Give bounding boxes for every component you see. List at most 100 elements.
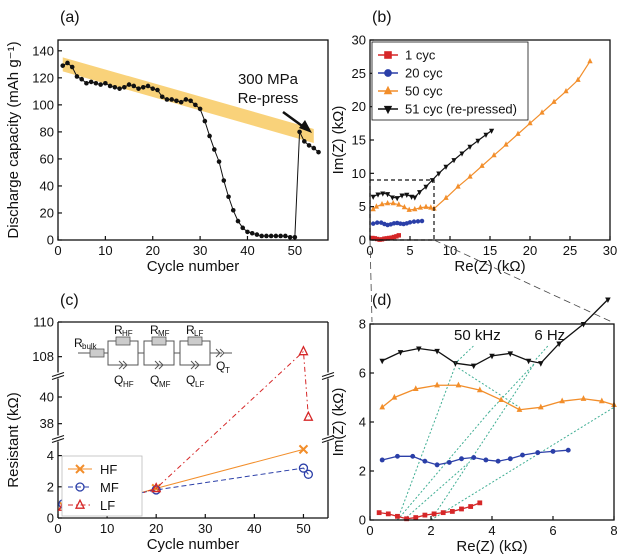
- panel-c: (c) 0 2 4 38 40 108 110 0 10 20 30 40 50 Cycle number R…: [5, 292, 335, 553]
- axis-break-mark: [321, 435, 335, 440]
- y-tick-label: 30: [352, 33, 366, 48]
- series-point-0: [468, 504, 474, 509]
- x-tick-label: 10: [443, 243, 457, 258]
- legend-swatch-marker: [383, 105, 393, 115]
- series-point-3: [375, 192, 381, 198]
- series-point-3: [436, 171, 442, 177]
- series-point-3: [423, 184, 429, 190]
- x-tick-label: 50: [296, 521, 310, 536]
- series-point-0: [395, 513, 400, 519]
- series-point-3: [525, 358, 532, 365]
- capacity-point: [155, 87, 160, 93]
- y-tick-label: 0: [359, 513, 366, 528]
- legend-frame: [61, 455, 143, 517]
- axis-break-mark: [51, 438, 65, 443]
- series-point-1: [565, 447, 571, 453]
- series-point-3: [489, 353, 495, 360]
- y-tick-label: 38: [40, 416, 54, 431]
- resistor-r_mf: [151, 336, 167, 346]
- capacity-point: [221, 178, 227, 183]
- y-axis-label: Discharge capacity (mAh g⁻¹): [5, 41, 22, 238]
- series-point-0: [477, 500, 483, 506]
- axis-break-gap: [322, 435, 334, 442]
- series-point-0: [385, 511, 391, 517]
- y-tick-label: 80: [40, 124, 54, 139]
- capacity-point: [65, 60, 70, 66]
- annotation-arrow-head: [299, 120, 312, 133]
- capacity-point: [316, 149, 321, 155]
- series-point-1: [298, 463, 309, 473]
- axes-frame-d: [369, 323, 615, 521]
- series-point-3: [556, 341, 562, 348]
- series-point-3: [470, 363, 477, 370]
- series-point-3: [412, 195, 418, 201]
- series-point-1: [459, 456, 464, 462]
- series-point-1: [370, 221, 376, 226]
- guide-line: [397, 411, 490, 521]
- series-point-3: [394, 196, 400, 202]
- x-tick-label: 40: [247, 521, 261, 536]
- guide-line: [488, 362, 536, 413]
- x-tick-label: 20: [523, 243, 537, 258]
- series-point-2: [151, 482, 162, 493]
- series-point-1: [471, 455, 477, 460]
- annotation-pointer: [455, 345, 474, 364]
- label-q_mf-sub: MF: [159, 380, 171, 389]
- y-tick-label: 120: [32, 70, 54, 85]
- annotation-line-1: 300 MPa: [238, 71, 299, 88]
- y-tick-label: 100: [32, 97, 54, 112]
- series-point-2: [580, 395, 587, 401]
- series-point-1: [495, 458, 501, 464]
- series-point-0: [459, 506, 464, 512]
- series-point-1: [419, 218, 425, 224]
- x-tick-label: 40: [240, 243, 254, 258]
- x-tick-label: 0: [366, 523, 373, 538]
- legend: HF MF LF: [61, 455, 143, 517]
- series-point-3: [385, 192, 391, 198]
- annotation-6hz: 6 Hz: [534, 327, 565, 344]
- series-point-2: [412, 385, 419, 392]
- series-point-2: [476, 386, 483, 393]
- capacity-point: [193, 102, 198, 108]
- capacity-point: [240, 225, 246, 231]
- capacity-point: [202, 118, 208, 124]
- axes-frame-a: [57, 39, 329, 241]
- axis-break-mark: [321, 375, 335, 380]
- axis-break-mark: [51, 435, 65, 440]
- legend-entry: LF: [100, 498, 115, 513]
- legend-entry: 20 cyc: [405, 66, 443, 81]
- capacity-point: [226, 194, 231, 200]
- label-q-t: Q: [216, 359, 225, 373]
- y-axis-label: Im(Z) (kΩ): [330, 106, 347, 175]
- legend-swatch-marker: [75, 464, 85, 474]
- capacity-point: [103, 80, 108, 86]
- panel-label: (d): [372, 292, 392, 309]
- series-point-1: [446, 459, 452, 465]
- capacity-point: [283, 233, 288, 239]
- capacity-point: [84, 80, 89, 86]
- legend-entry: 51 cyc (re-pressed): [405, 102, 517, 117]
- series-point-2: [406, 206, 412, 212]
- series-point-3: [409, 194, 415, 200]
- series-point-0: [376, 510, 382, 516]
- series-point-0: [440, 510, 446, 516]
- capacity-point: [159, 94, 165, 100]
- capacity-point: [79, 76, 84, 82]
- series-point-2: [373, 203, 380, 209]
- series-point-2: [455, 381, 462, 388]
- x-tick-label: 30: [198, 521, 212, 536]
- series-point-2: [503, 141, 509, 147]
- y-tick-label: 110: [33, 315, 54, 330]
- label-r_mf: R: [150, 323, 159, 337]
- legend-swatch-marker: [384, 51, 392, 59]
- y-tick-label: 140: [32, 43, 54, 58]
- series-point-1: [415, 219, 421, 224]
- y-tick-label: 0: [359, 233, 366, 248]
- series-point-2: [455, 183, 461, 189]
- series-point-2: [479, 162, 485, 168]
- series-point-2: [384, 199, 391, 206]
- x-tick-label: 4: [488, 523, 495, 538]
- capacity-point: [122, 84, 127, 90]
- series-point-3: [538, 361, 544, 367]
- y-tick-label: 15: [352, 133, 366, 148]
